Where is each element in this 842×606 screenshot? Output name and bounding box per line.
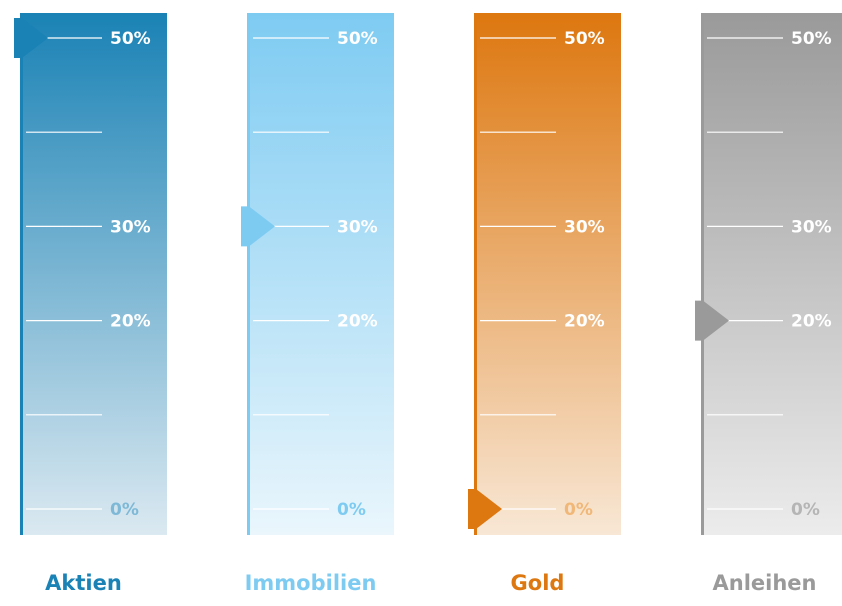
- gauge-panel: [20, 13, 167, 535]
- tick-label: 30%: [791, 217, 832, 237]
- tick-label: 30%: [337, 217, 378, 237]
- gauge-axis-line: [701, 13, 704, 535]
- tick-label: 20%: [791, 312, 832, 332]
- category-label: Immobilien: [245, 571, 377, 595]
- category-label: Aktien: [45, 571, 122, 595]
- value-pointer: [14, 18, 48, 58]
- value-pointer: [468, 489, 502, 529]
- gauge-immobilien: 0% 20% 30% 50% Immobilien: [241, 13, 394, 595]
- tick-label: 20%: [110, 312, 151, 332]
- tick-label: 0%: [564, 500, 593, 520]
- gauge-panel: [474, 13, 621, 535]
- value-pointer: [241, 206, 275, 247]
- gauge-axis-line: [247, 13, 250, 535]
- gauge-anleihen: 0% 20% 30% 50% Anleihen: [695, 13, 842, 595]
- tick-label: 50%: [110, 29, 151, 49]
- tick-label: 30%: [110, 217, 151, 237]
- tick-label: 50%: [564, 29, 605, 49]
- tick-label: 30%: [564, 217, 605, 237]
- tick-label: 0%: [791, 500, 820, 520]
- category-label: Anleihen: [713, 571, 817, 595]
- tick-label: 50%: [337, 29, 378, 49]
- tick-label: 20%: [564, 312, 605, 332]
- gauge-axis-line: [474, 13, 477, 535]
- tick-label: 0%: [337, 500, 366, 520]
- tick-label: 50%: [791, 29, 832, 49]
- gauge-aktien: 0% 20% 30% 50% Aktien: [14, 13, 167, 595]
- tick-label: 0%: [110, 500, 139, 520]
- tick-label: 20%: [337, 312, 378, 332]
- gauge-axis-line: [20, 13, 23, 535]
- gauge-panel: [247, 13, 394, 535]
- category-label: Gold: [511, 571, 565, 595]
- value-pointer: [695, 300, 729, 341]
- gauge-panel: [701, 13, 842, 535]
- gauge-gold: 0% 20% 30% 50% Gold: [468, 13, 621, 595]
